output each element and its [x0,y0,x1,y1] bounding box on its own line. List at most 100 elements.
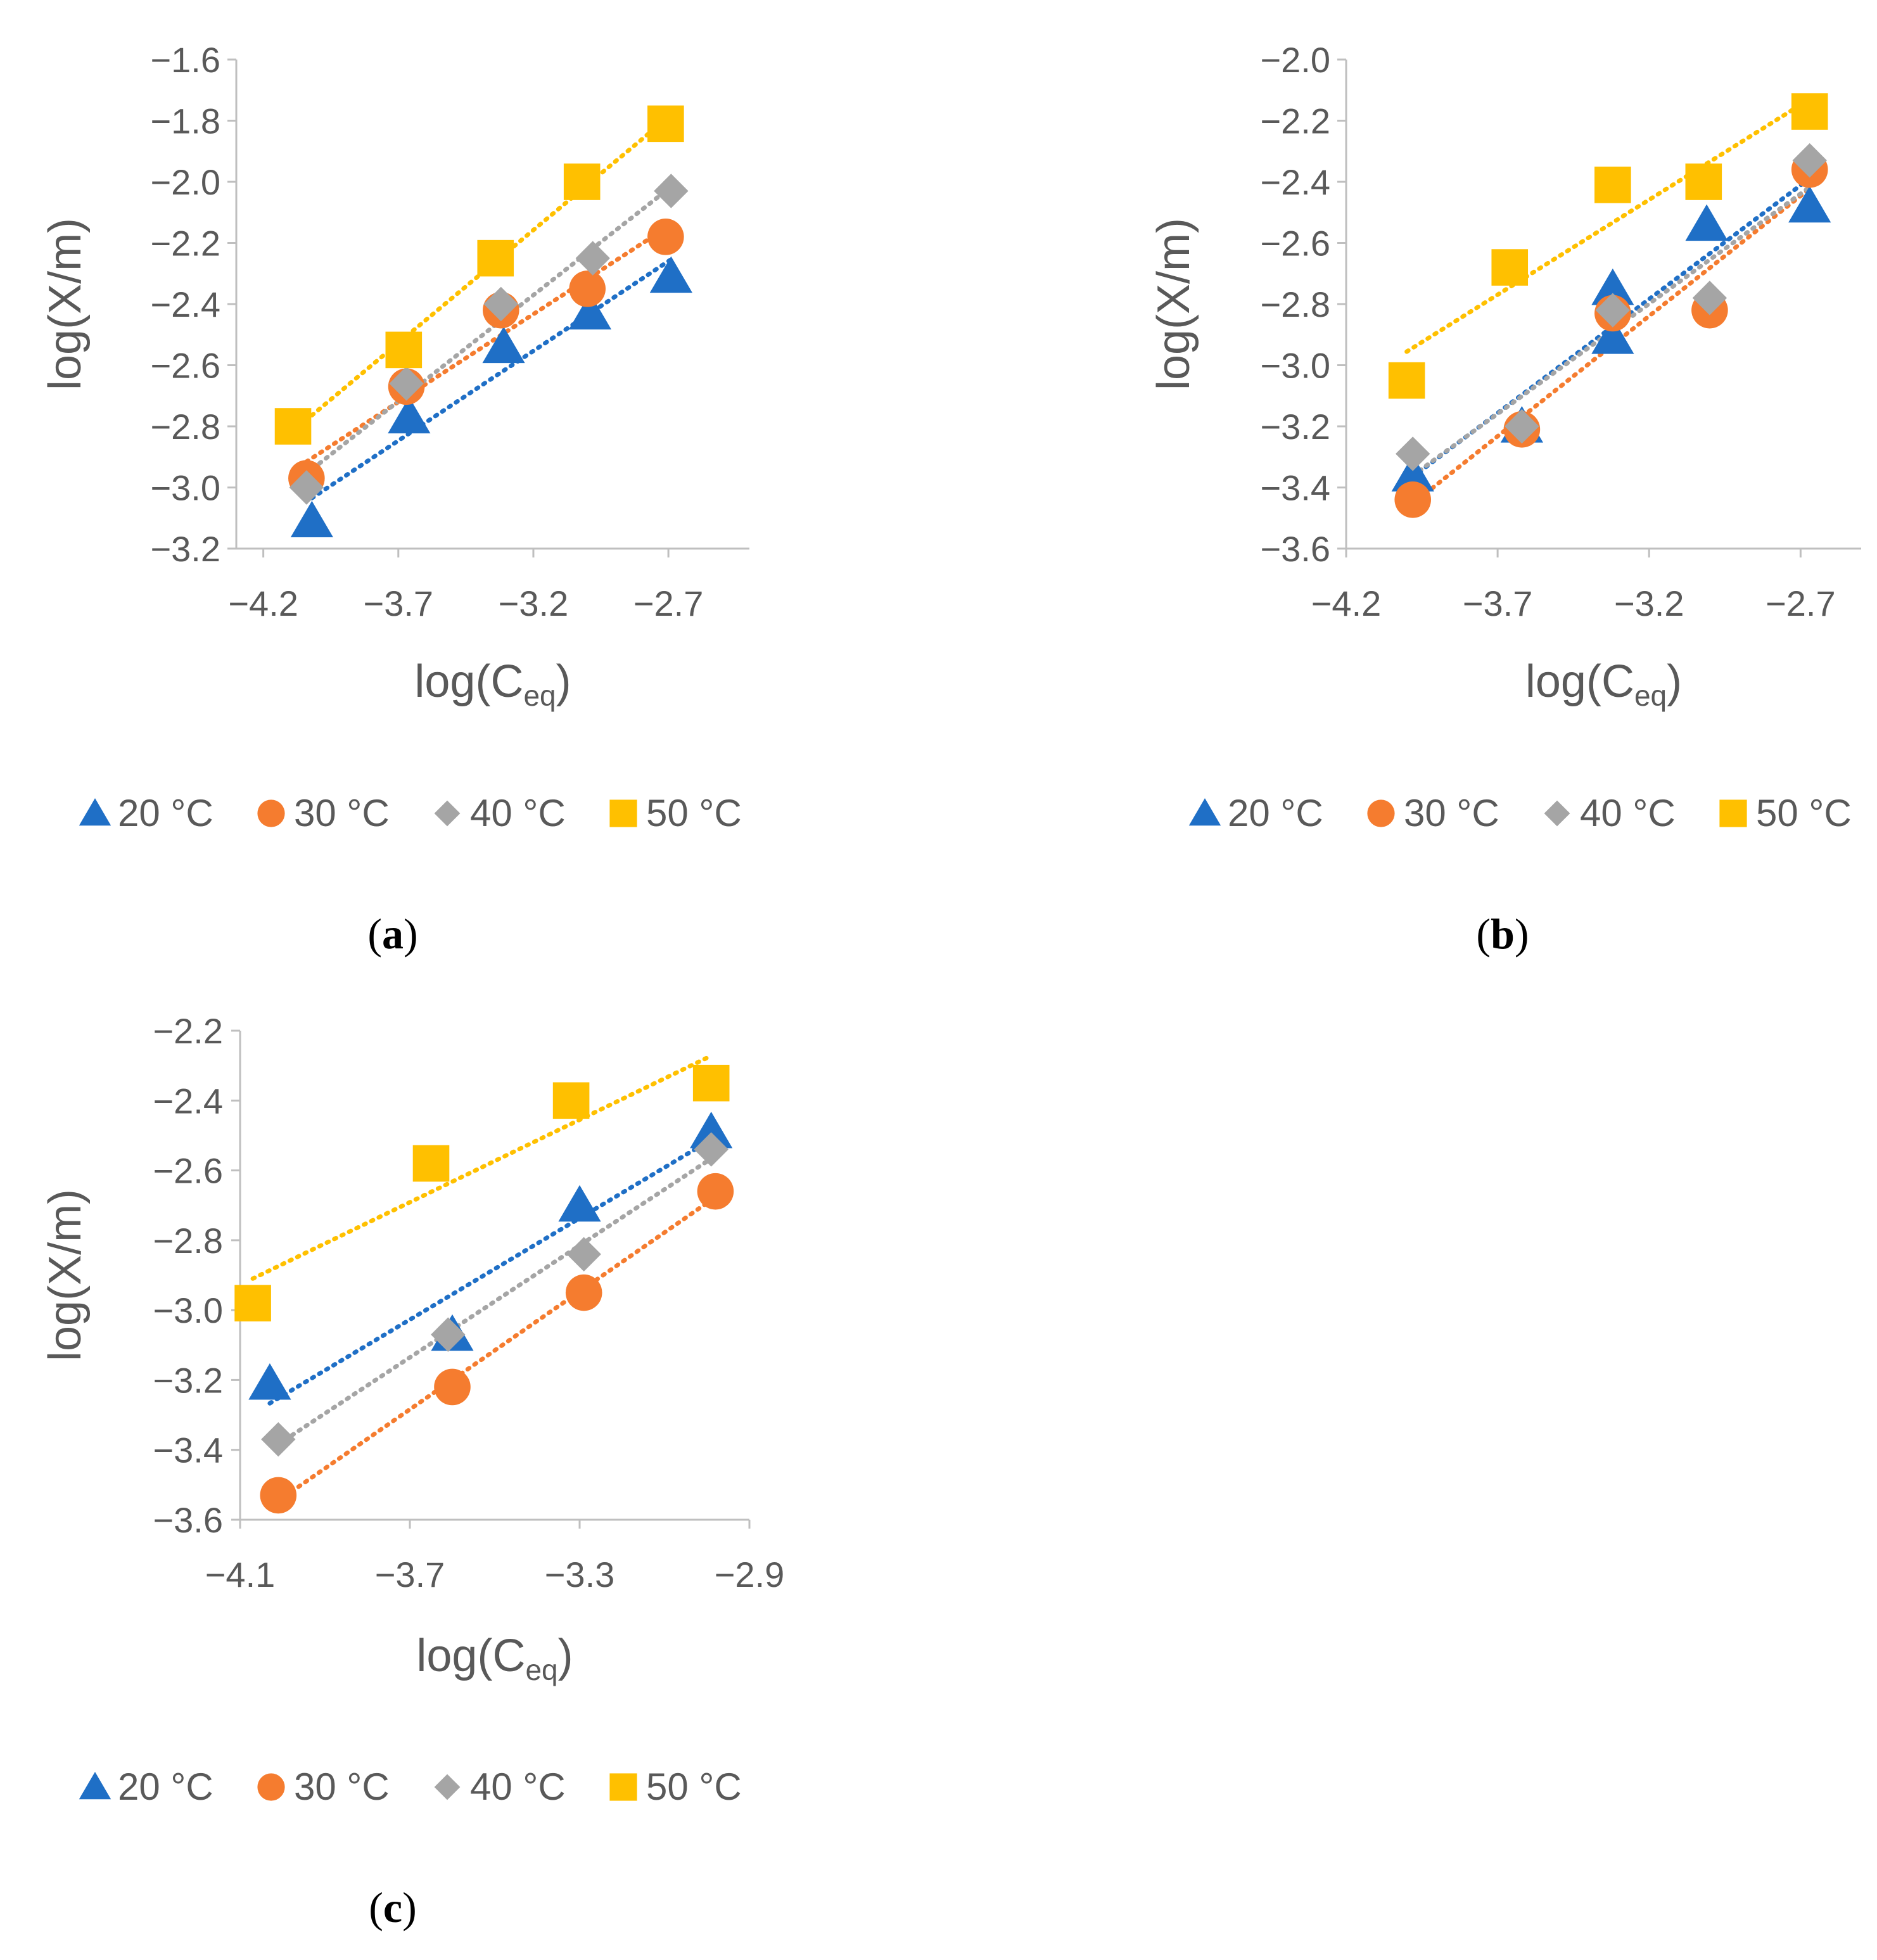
y-tick-label: −2.8 [150,407,220,447]
legend-marker-circle [1367,799,1395,827]
data-point-diamond [431,1317,466,1352]
x-tick-label: −3.3 [545,1555,615,1594]
data-point-diamond [289,470,324,505]
y-tick-label: −1.6 [150,40,220,80]
legend-item: 30 °C [257,792,390,834]
x-axis-title: log(Ceq) [416,1631,573,1686]
trendline-diamond [304,184,673,476]
data-point-triangle [568,293,612,330]
legend-label: 30 °C [294,792,390,834]
legend-label: 20 °C [118,792,213,834]
trendline-square [1404,97,1812,354]
y-tick-label: −2.2 [153,1011,223,1051]
data-point-circle [697,1173,734,1210]
x-tick-label: −2.7 [1766,583,1836,623]
data-point-triangle [558,1185,601,1222]
data-point-triangle [248,1363,291,1400]
y-tick-label: −3.2 [1260,407,1330,447]
legend: 20 °C 30 °C 40 °C 50 °C [79,1766,742,1808]
y-tick-label: −2.6 [1260,224,1330,264]
y-tick-label: −3.4 [1260,468,1330,508]
y-tick-label: −2.6 [153,1151,223,1191]
legend-item: 20 °C [1188,792,1323,834]
legend-marker-diamond [1544,800,1570,827]
x-axis-title: log(Ceq) [414,656,571,712]
legend-marker-square [609,799,637,827]
data-point-circle [565,1274,602,1311]
data-point-diamond [261,1422,296,1457]
data-point-square [1685,163,1722,200]
legend-item: 40 °C [1544,792,1676,834]
data-point-diamond [1595,293,1631,328]
x-tick-label: −2.9 [715,1555,785,1594]
x-tick-label: −3.7 [375,1555,445,1594]
trendline-diamond [276,1156,714,1447]
y-tick-label: −3.0 [150,468,220,508]
trendline-circle [304,226,668,464]
trendline-square [250,1053,714,1281]
legend: 20 °C 30 °C 40 °C 50 °C [79,792,742,834]
trendline-triangle [267,1137,714,1406]
data-point-triangle [649,256,692,293]
data-point-circle [569,270,606,307]
data-point-triangle [1391,455,1434,492]
y-tick-label: −3.2 [150,529,220,569]
x-tick-label: −4.2 [1311,583,1382,623]
legend-label: 20 °C [1228,792,1323,834]
data-point-triangle [1788,186,1831,223]
trendline-triangle [309,257,673,500]
data-point-circle [260,1477,297,1514]
data-point-square [1791,93,1828,130]
data-point-square [274,408,312,445]
y-tick-label: −1.8 [150,101,220,141]
data-point-triangle [290,500,333,538]
x-tick-label: −2.7 [633,583,704,623]
legend-item: 40 °C [434,1766,566,1808]
panel-label: (a) [367,910,417,958]
data-point-triangle [690,1111,733,1149]
y-tick-label: −3.0 [153,1290,223,1330]
y-tick-label: −2.2 [150,224,220,264]
data-point-circle [1394,481,1432,518]
legend-item: 40 °C [434,792,566,834]
legend-marker-triangle [1188,798,1221,826]
data-point-square [234,1285,271,1321]
x-axis-title: log(Ceq) [1525,656,1682,712]
legend-item: 50 °C [609,1766,742,1808]
legend-label: 30 °C [294,1766,390,1808]
x-tick-label: −3.7 [1463,583,1533,623]
legend-item: 20 °C [79,792,213,834]
y-tick-label: −3.6 [1260,529,1330,569]
legend-item: 50 °C [1719,792,1852,834]
data-point-diamond [1792,143,1827,178]
legend-marker-diamond [434,1774,461,1800]
legend-marker-square [1719,799,1747,827]
y-tick-label: −2.4 [153,1081,223,1121]
y-axis-title: log(X/m) [40,218,91,390]
y-tick-label: −2.4 [150,284,220,324]
y-tick-label: −3.4 [153,1430,223,1470]
y-tick-label: −2.6 [150,346,220,386]
legend-marker-square [609,1773,637,1801]
panel-label: (b) [1476,910,1529,958]
y-tick-label: −3.2 [153,1360,223,1400]
data-point-triangle [388,397,431,434]
legend: 20 °C 30 °C 40 °C 50 °C [1188,792,1852,834]
x-tick-label: −4.1 [205,1555,276,1594]
data-point-square [1491,249,1529,286]
data-point-square [385,331,423,369]
data-point-diamond [389,366,424,401]
legend-marker-diamond [434,800,461,827]
data-point-square [647,105,684,143]
data-point-triangle [1591,317,1634,354]
legend-item: 30 °C [1367,792,1499,834]
x-tick-label: −3.7 [364,583,434,623]
chart-panel-c: −3.6 −3.4 −3.2 −3.0 −2.8 −2.6 −2.4 −2.2 −4.1 −3.7… [40,1011,784,1931]
legend-label: 40 °C [470,792,566,834]
data-point-diamond [483,286,518,322]
data-point-diamond [1692,281,1727,315]
panel-label: (c) [369,1883,417,1931]
legend-marker-circle [257,799,285,827]
y-axis-title: log(X/m) [40,1189,91,1361]
legend-item: 30 °C [257,1766,390,1808]
